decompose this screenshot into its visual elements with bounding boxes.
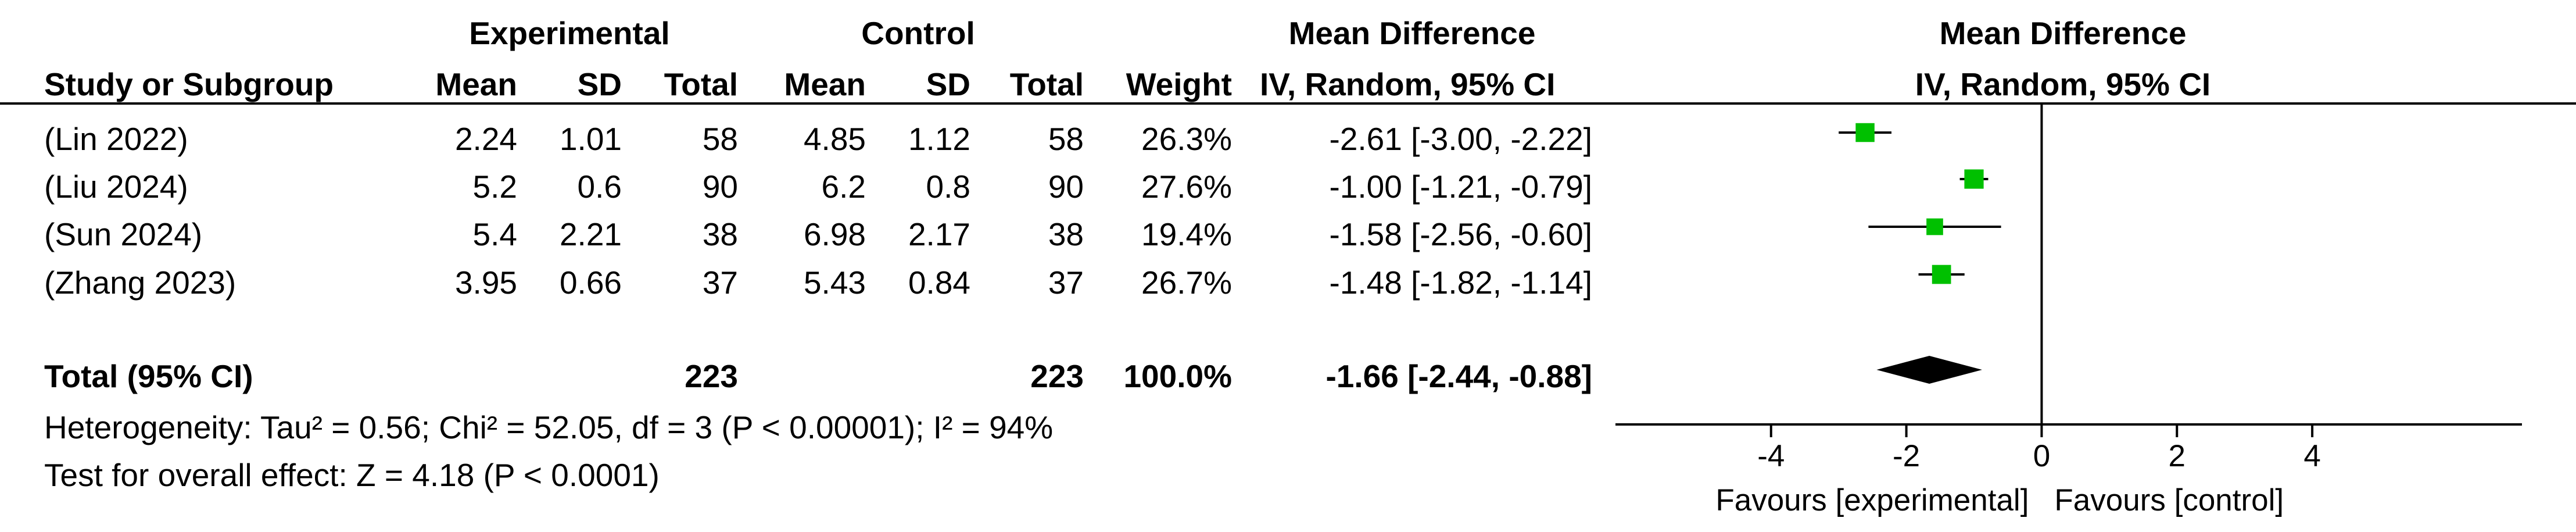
x-axis-tick-label: 2 bbox=[2169, 439, 2186, 473]
x-axis-ticks bbox=[1769, 424, 2314, 437]
overall-effect-test: Test for overall effect: Z = 4.18 (P < 0… bbox=[44, 457, 660, 493]
control-sd: 2.17 bbox=[908, 216, 970, 252]
study-weight: 26.3% bbox=[1141, 121, 1232, 157]
experimental-group-header: Experimental bbox=[469, 15, 670, 51]
control-total: 37 bbox=[1048, 265, 1084, 301]
experimental-mean-header: Mean bbox=[435, 66, 517, 102]
experimental-mean: 3.95 bbox=[454, 265, 517, 301]
control-mean-header: Mean bbox=[784, 66, 866, 102]
study-name: (Liu 2024) bbox=[44, 169, 188, 205]
study-point-estimate bbox=[1926, 218, 1943, 235]
x-axis-tick-label: -4 bbox=[1757, 439, 1785, 473]
experimental-total: 58 bbox=[702, 121, 738, 157]
study-point-estimate bbox=[1964, 169, 1984, 189]
experimental-mean: 5.2 bbox=[472, 169, 517, 205]
pooled-diamond bbox=[1876, 356, 1982, 384]
study-point-estimate bbox=[1932, 265, 1951, 284]
study-weight: 26.7% bbox=[1141, 265, 1232, 301]
study-weight: 27.6% bbox=[1141, 169, 1232, 205]
experimental-total-header: Total bbox=[664, 66, 738, 102]
experimental-total: 38 bbox=[702, 216, 738, 252]
study-name: (Lin 2022) bbox=[44, 121, 188, 157]
control-mean: 6.2 bbox=[821, 169, 866, 205]
experimental-sd: 1.01 bbox=[559, 121, 622, 157]
study-ci: -1.58 [-2.56, -0.60] bbox=[1329, 216, 1593, 252]
study-ci: -1.00 [-1.21, -0.79] bbox=[1329, 169, 1593, 205]
x-axis-tick-label: -2 bbox=[1893, 439, 1920, 473]
x-axis-tick-labels: -4 -2 0 2 4 bbox=[1757, 439, 2321, 473]
favours-control-label: Favours [control] bbox=[2054, 483, 2284, 517]
control-mean: 5.43 bbox=[803, 265, 866, 301]
favours-experimental-label: Favours [experimental] bbox=[1715, 483, 2029, 517]
study-ci: -2.61 [-3.00, -2.22] bbox=[1329, 121, 1593, 157]
control-sd: 0.84 bbox=[908, 265, 970, 301]
pooled-ci: -1.66 [-2.44, -0.88] bbox=[1325, 358, 1592, 394]
control-mean: 6.98 bbox=[803, 216, 866, 252]
control-sd-header: SD bbox=[926, 66, 970, 102]
control-grand-total: 223 bbox=[1030, 358, 1084, 394]
experimental-mean: 2.24 bbox=[454, 121, 517, 157]
study-ci: -1.48 [-1.82, -1.14] bbox=[1329, 265, 1593, 301]
x-axis-tick-label: 4 bbox=[2303, 439, 2320, 473]
experimental-sd: 0.66 bbox=[559, 265, 622, 301]
control-mean: 4.85 bbox=[803, 121, 866, 157]
control-sd: 1.12 bbox=[908, 121, 970, 157]
experimental-sd-header: SD bbox=[577, 66, 622, 102]
total-weight: 100.0% bbox=[1123, 358, 1232, 394]
study-weight: 19.4% bbox=[1141, 216, 1232, 252]
method-header: IV, Random, 95% CI bbox=[1260, 66, 1556, 102]
header-rule bbox=[0, 102, 2576, 105]
experimental-total: 90 bbox=[702, 169, 738, 205]
plot-column-header: Mean Difference bbox=[1939, 15, 2187, 51]
plot-method-header: IV, Random, 95% CI bbox=[1915, 66, 2211, 102]
control-group-header: Control bbox=[861, 15, 975, 51]
experimental-mean: 5.4 bbox=[472, 216, 517, 252]
study-markers bbox=[1839, 123, 2001, 284]
study-name: (Sun 2024) bbox=[44, 216, 203, 252]
study-name: (Zhang 2023) bbox=[44, 265, 237, 301]
experimental-grand-total: 223 bbox=[685, 358, 738, 394]
total-label: Total (95% CI) bbox=[44, 358, 253, 394]
x-axis-tick-label: 0 bbox=[2033, 439, 2050, 473]
study-column-header: Study or Subgroup bbox=[44, 66, 334, 102]
heterogeneity-stats: Heterogeneity: Tau² = 0.56; Chi² = 52.05… bbox=[44, 409, 1054, 445]
effect-column-header: Mean Difference bbox=[1288, 15, 1536, 51]
weight-header: Weight bbox=[1126, 66, 1232, 102]
study-point-estimate bbox=[1855, 123, 1875, 142]
control-total-header: Total bbox=[1009, 66, 1084, 102]
experimental-sd: 0.6 bbox=[577, 169, 622, 205]
control-sd: 0.8 bbox=[926, 169, 970, 205]
experimental-total: 37 bbox=[702, 265, 738, 301]
experimental-sd: 2.21 bbox=[559, 216, 622, 252]
control-total: 90 bbox=[1048, 169, 1084, 205]
control-total: 38 bbox=[1048, 216, 1084, 252]
control-total: 58 bbox=[1048, 121, 1084, 157]
